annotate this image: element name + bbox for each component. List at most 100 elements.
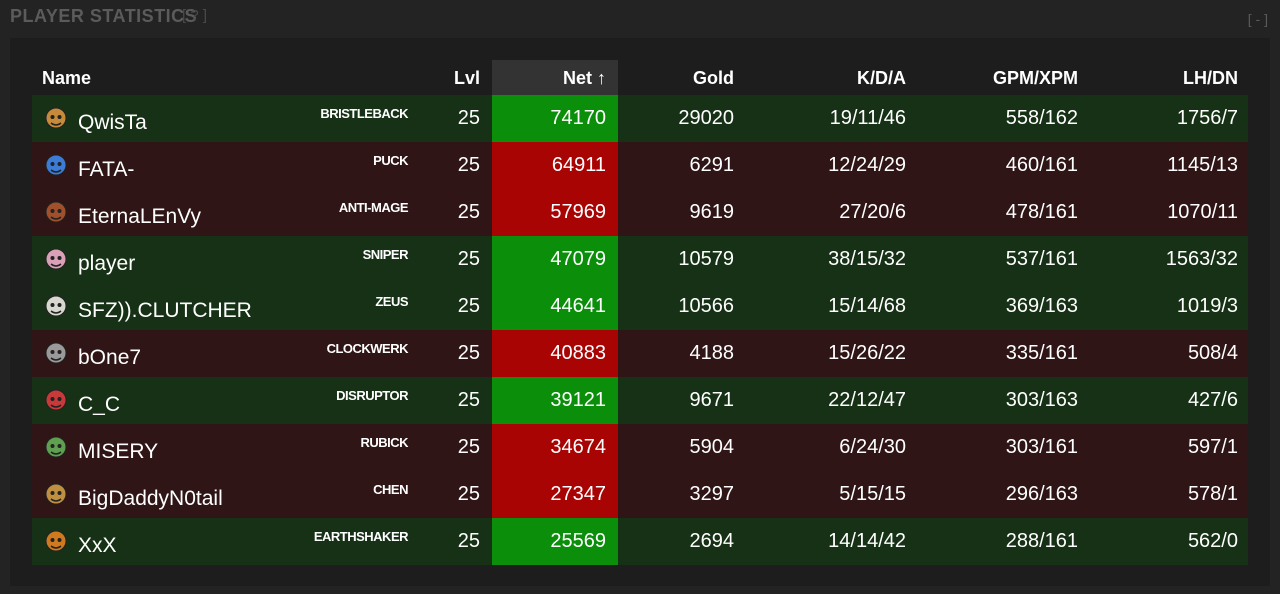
- hero-name: ZEUS: [375, 294, 408, 309]
- player-name[interactable]: EternaLEnVy: [78, 205, 201, 228]
- kda-value: 27/20/6: [839, 201, 906, 223]
- player-name[interactable]: C_C: [78, 393, 121, 416]
- player-name[interactable]: XxX: [78, 534, 117, 557]
- player-name[interactable]: SFZ)).CLUTCHER: [78, 299, 252, 322]
- table-row[interactable]: player SNIPER 25 47079 10579 38/15/32 537/161 1…: [32, 236, 1248, 283]
- player-name[interactable]: bOne7: [78, 346, 142, 369]
- gpm-xpm-value: 288/161: [1005, 530, 1078, 552]
- hero-name: CHEN: [373, 482, 408, 497]
- gold-value: 10579: [678, 248, 734, 270]
- gold-value: 6291: [689, 154, 735, 176]
- table-body: QwisTa BRISTLEBACK 25 74170 29020 19/11/46 558…: [32, 95, 1248, 565]
- gold-value: 4188: [689, 342, 735, 364]
- net-worth-value: 74170: [492, 95, 618, 142]
- level-value: 25: [457, 483, 480, 505]
- kda-value: 38/15/32: [828, 248, 906, 270]
- gold-value: 2694: [689, 530, 735, 552]
- level-value: 25: [457, 107, 480, 129]
- hero-name: CLOCKWERK: [326, 341, 409, 356]
- table-row[interactable]: XxX EARTHSHAKER 25 25569 2694 14/14/42 288/161…: [32, 518, 1248, 565]
- hero-portrait-icon: [45, 483, 67, 505]
- col-net-header[interactable]: Net ↑: [562, 68, 606, 88]
- col-kda-header[interactable]: K/D/A: [857, 68, 906, 88]
- net-worth-value: 64911: [492, 142, 618, 189]
- hero-portrait-icon: [45, 530, 67, 552]
- lh-dn-value: 578/1: [1187, 483, 1238, 505]
- gpm-xpm-value: 537/161: [1005, 248, 1078, 270]
- net-worth-value: 40883: [492, 330, 618, 377]
- level-value: 25: [457, 530, 480, 552]
- kda-value: 19/11/46: [829, 107, 906, 129]
- hero-portrait-icon: [45, 342, 67, 364]
- level-value: 25: [457, 436, 480, 458]
- hero-portrait-icon: [45, 107, 67, 129]
- table-row[interactable]: BigDaddyN0tail CHEN 25 27347 3297 5/15/15 296/…: [32, 471, 1248, 518]
- net-worth-value: 57969: [492, 189, 618, 236]
- table-row[interactable]: MISERY RUBICK 25 34674 5904 6/24/30 303/161 597…: [32, 424, 1248, 471]
- kda-value: 22/12/47: [828, 389, 906, 411]
- table-row[interactable]: EternaLEnVy ANTI-MAGE 25 57969 9619 27/20/6 47…: [32, 189, 1248, 236]
- kda-value: 15/14/68: [828, 295, 906, 317]
- lh-dn-value: 1145/13: [1167, 154, 1238, 176]
- player-name[interactable]: player: [78, 252, 136, 275]
- hero-name: SNIPER: [362, 247, 409, 262]
- lh-dn-value: 562/0: [1187, 530, 1238, 552]
- lh-dn-value: 597/1: [1187, 436, 1238, 458]
- player-name[interactable]: MISERY: [78, 440, 159, 463]
- gpm-xpm-value: 303/161: [1005, 436, 1078, 458]
- player-name[interactable]: BigDaddyN0tail: [78, 487, 223, 510]
- player-name[interactable]: FATA-: [78, 158, 135, 181]
- panel-title: PLAYER STATISTICS: [10, 6, 198, 26]
- table-row[interactable]: C_C DISRUPTOR 25 39121 9671 22/12/47 303/163 42…: [32, 377, 1248, 424]
- net-worth-value: 39121: [492, 377, 618, 424]
- level-value: 25: [457, 201, 480, 223]
- col-gold-header[interactable]: Gold: [693, 68, 734, 88]
- table-row[interactable]: SFZ)).CLUTCHER ZEUS 25 44641 10566 15/14/68 36…: [32, 283, 1248, 330]
- net-worth-value: 47079: [492, 236, 618, 283]
- hero-name: DISRUPTOR: [336, 388, 408, 403]
- net-worth-value: 44641: [492, 283, 618, 330]
- level-value: 25: [457, 342, 480, 364]
- level-value: 25: [457, 389, 480, 411]
- level-value: 25: [457, 154, 480, 176]
- table-row[interactable]: FATA- PUCK 25 64911 6291 12/24/29 460/161 1145/…: [32, 142, 1248, 189]
- hero-portrait-icon: [45, 295, 67, 317]
- gold-value: 5904: [689, 436, 735, 458]
- lh-dn-value: 1563/32: [1165, 248, 1238, 270]
- kda-value: 12/24/29: [828, 154, 906, 176]
- gpm-xpm-value: 335/161: [1005, 342, 1078, 364]
- hero-portrait-icon: [45, 201, 67, 223]
- col-gpm-header[interactable]: GPM/XPM: [992, 68, 1078, 88]
- lh-dn-value: 1756/7: [1176, 107, 1238, 129]
- col-lvl-header[interactable]: Lvl: [453, 68, 480, 88]
- collapse-button[interactable]: [ - ]: [1247, 11, 1268, 27]
- gpm-xpm-value: 558/162: [1005, 107, 1078, 129]
- hero-portrait-icon: [45, 389, 67, 411]
- gold-value: 10566: [678, 295, 734, 317]
- gpm-xpm-value: 478/161: [1005, 201, 1078, 223]
- col-lhdn-header[interactable]: LH/DN: [1183, 68, 1238, 88]
- gold-value: 29020: [678, 107, 734, 129]
- net-worth-value: 34674: [492, 424, 618, 471]
- hero-portrait-icon: [45, 248, 67, 270]
- gpm-xpm-value: 303/163: [1005, 389, 1078, 411]
- level-value: 25: [457, 295, 480, 317]
- table-row[interactable]: bOne7 CLOCKWERK 25 40883 4188 15/26/22 335/161…: [32, 330, 1248, 377]
- col-name-header[interactable]: Name: [42, 68, 92, 88]
- hero-name: EARTHSHAKER: [313, 529, 409, 544]
- player-name[interactable]: QwisTa: [78, 111, 147, 134]
- table-row[interactable]: QwisTa BRISTLEBACK 25 74170 29020 19/11/46 558…: [32, 95, 1248, 142]
- gpm-xpm-value: 369/163: [1005, 295, 1078, 317]
- kda-value: 6/24/30: [839, 436, 906, 458]
- table-header: Name Lvl Net ↑ Gold K/D/A GPM/XPM LH/DN: [32, 60, 1248, 95]
- level-value: 25: [457, 248, 480, 270]
- hero-name: BRISTLEBACK: [320, 106, 408, 121]
- col-net-header-bg: Net ↑: [492, 60, 618, 95]
- gpm-xpm-value: 296/163: [1005, 483, 1078, 505]
- hero-name: ANTI-MAGE: [338, 200, 409, 215]
- help-button[interactable]: [ ? ]: [182, 7, 208, 24]
- lh-dn-value: 1019/3: [1176, 295, 1238, 317]
- kda-value: 5/15/15: [839, 483, 906, 505]
- lh-dn-value: 508/4: [1187, 342, 1238, 364]
- hero-name: PUCK: [373, 153, 408, 168]
